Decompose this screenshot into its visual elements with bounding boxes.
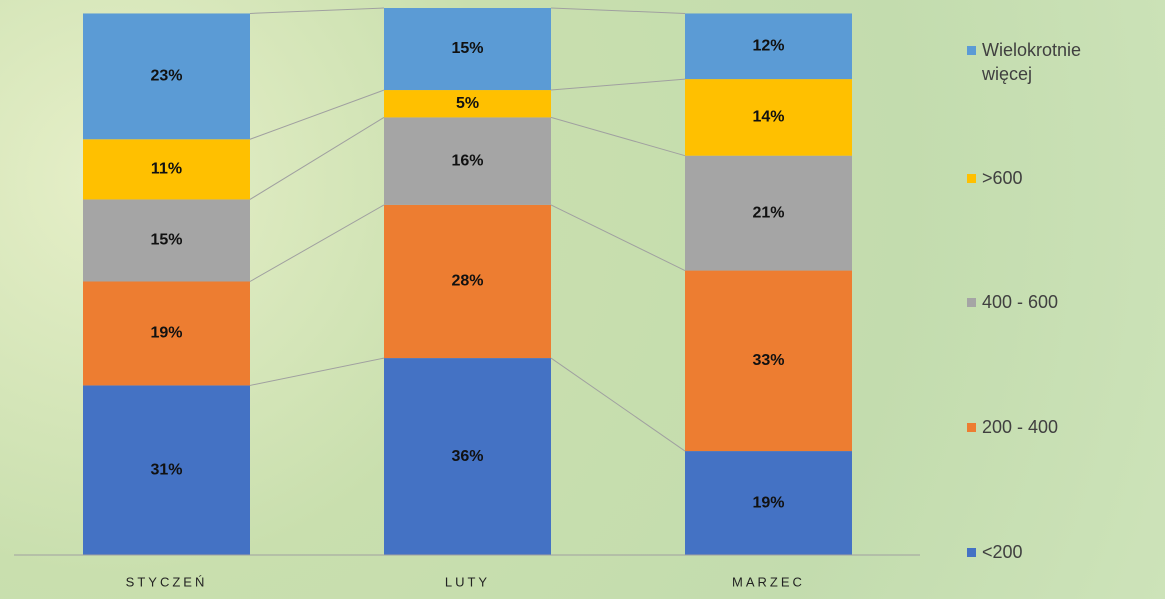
data-label: 28% [451,273,483,290]
bar-segment [83,139,250,200]
data-label: 12% [752,38,784,55]
bar-segment [384,117,551,205]
bar-segment [685,270,852,452]
data-label: 15% [451,40,483,57]
series-line [249,357,385,386]
data-label: 19% [150,325,182,342]
data-label: 21% [752,204,784,221]
data-label: 15% [150,232,182,249]
data-label: 36% [451,448,483,465]
legend-label: 400 - 600 [982,292,1059,312]
series-line [249,89,385,140]
series-line [550,204,686,272]
data-label: 23% [150,68,182,85]
legend-item: 200 - 400 [967,415,1147,439]
data-label: 16% [451,152,483,169]
bar-segment [384,358,551,555]
data-label: 14% [752,109,784,126]
bar-segment [384,90,551,118]
legend-label: 200 - 400 [982,417,1059,437]
legend-swatch [967,423,976,432]
data-label: 5% [456,95,479,112]
series-line [550,116,686,157]
series-line [249,116,385,200]
series-line [550,357,686,452]
series-line [249,7,385,14]
data-label: 33% [752,352,784,369]
legend-swatch [967,548,976,557]
bar-segment [83,281,250,386]
legend-item: <200 [967,540,1147,564]
legend-item: >600 [967,166,1147,190]
bar-segment [685,13,852,80]
legend-item: 400 - 600 [967,290,1147,314]
data-label: 31% [150,461,182,478]
bar-segment [83,385,250,555]
legend-swatch [967,298,976,307]
series-line [550,78,686,91]
series-line [550,7,686,14]
legend-swatch [967,46,976,55]
legend-label: >600 [982,168,1023,188]
x-tick-label: STYCZEŃ [126,574,208,589]
legend: <200 200 - 400 400 - 600 >600 Wielokrotnie w… [967,0,1157,599]
bar-segment [384,8,551,91]
data-label: 19% [752,494,784,511]
legend-label: <200 [982,542,1023,562]
legend-label: Wielokrotnie więcej [982,40,1082,84]
series-line [249,204,385,282]
bar-segment [685,155,852,271]
bar-segment [384,204,551,359]
legend-item: Wielokrotnie więcej [967,38,1147,86]
legend-swatch [967,174,976,183]
x-tick-label: MARZEC [732,574,805,589]
bar-segment [83,199,250,282]
x-tick-label: LUTY [445,574,490,589]
bar-segment [685,79,852,156]
bar-segment [685,451,852,555]
data-label: 11% [151,161,182,178]
bar-segment [83,13,250,140]
